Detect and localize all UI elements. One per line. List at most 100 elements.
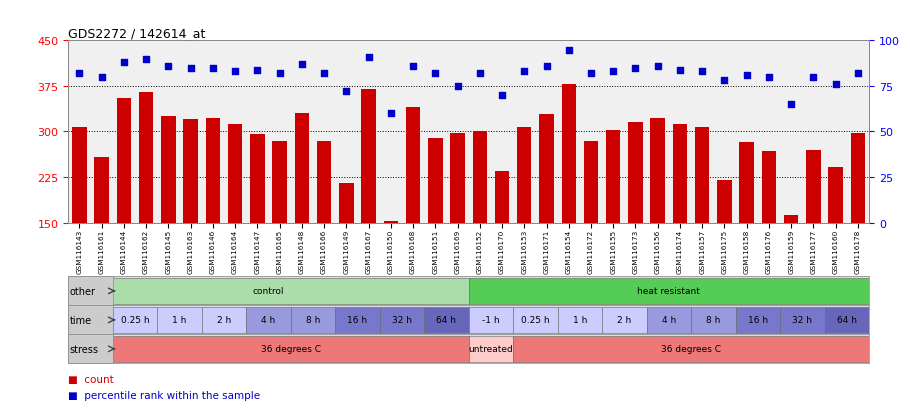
Bar — [290, 307, 335, 333]
Text: 8 h: 8 h — [706, 316, 721, 325]
Bar — [540, 115, 553, 223]
Text: 0.25 h: 0.25 h — [521, 316, 550, 325]
Point — [406, 64, 420, 70]
Bar — [762, 152, 776, 223]
Point — [606, 69, 621, 76]
Text: other: other — [69, 286, 96, 296]
Text: stress: stress — [69, 344, 98, 354]
Bar — [695, 128, 710, 223]
Bar — [379, 307, 424, 333]
Bar — [116, 99, 131, 223]
Text: ■  percentile rank within the sample: ■ percentile rank within the sample — [68, 390, 260, 400]
Point — [740, 73, 754, 79]
Bar — [450, 133, 465, 223]
Bar — [206, 118, 220, 223]
Text: 0.25 h: 0.25 h — [121, 316, 149, 325]
Bar — [72, 128, 86, 223]
Bar — [469, 278, 869, 304]
Bar — [361, 90, 376, 223]
Point — [828, 82, 843, 88]
Bar — [384, 221, 398, 223]
Bar — [606, 131, 621, 223]
Bar — [717, 180, 732, 223]
Text: 2 h: 2 h — [217, 316, 231, 325]
Bar — [68, 336, 113, 362]
Point — [695, 69, 710, 76]
Point — [72, 71, 86, 77]
Bar — [295, 114, 309, 223]
Point — [317, 71, 331, 77]
Bar — [139, 93, 153, 223]
Bar — [602, 307, 647, 333]
Point — [183, 65, 197, 72]
Bar — [250, 135, 265, 223]
Bar — [469, 307, 513, 333]
Bar — [851, 134, 865, 223]
Bar — [780, 307, 824, 333]
Bar — [68, 307, 113, 333]
Point — [583, 71, 598, 77]
Text: 16 h: 16 h — [348, 316, 368, 325]
Bar — [828, 167, 843, 223]
Bar — [647, 307, 691, 333]
Point — [228, 69, 242, 76]
Bar — [558, 307, 602, 333]
Bar — [272, 141, 287, 223]
Text: 8 h: 8 h — [306, 316, 320, 325]
Bar — [513, 336, 869, 362]
Point — [206, 65, 220, 72]
Bar — [202, 307, 247, 333]
Bar — [161, 117, 176, 223]
Text: 2 h: 2 h — [617, 316, 632, 325]
Point — [339, 89, 354, 95]
Point — [95, 74, 109, 81]
Bar — [406, 108, 420, 223]
Text: time: time — [69, 315, 92, 325]
Point — [250, 67, 265, 74]
Text: 4 h: 4 h — [261, 316, 276, 325]
Point — [361, 55, 376, 61]
Point — [495, 93, 510, 99]
Bar — [561, 85, 576, 223]
Bar — [68, 306, 113, 335]
Bar — [691, 307, 735, 333]
Bar — [95, 158, 109, 223]
Point — [116, 60, 131, 66]
Bar — [740, 142, 753, 223]
Point — [428, 71, 442, 77]
Point — [161, 64, 176, 70]
Bar — [113, 336, 469, 362]
Bar — [784, 216, 798, 223]
Text: 16 h: 16 h — [748, 316, 768, 325]
Bar — [247, 307, 290, 333]
Point — [762, 74, 776, 81]
Bar — [335, 307, 379, 333]
Text: untreated: untreated — [68, 344, 113, 354]
Bar — [672, 125, 687, 223]
Bar — [424, 307, 469, 333]
Point — [139, 56, 154, 63]
Bar — [513, 307, 558, 333]
Point — [806, 74, 821, 81]
Point — [540, 64, 554, 70]
Bar — [584, 141, 598, 223]
Bar — [472, 132, 487, 223]
Point — [784, 102, 798, 108]
Bar — [824, 307, 869, 333]
Text: 64 h: 64 h — [837, 316, 857, 325]
Bar — [68, 278, 469, 304]
Bar — [339, 184, 353, 223]
Text: 36 degrees C: 36 degrees C — [260, 344, 320, 354]
Bar — [184, 120, 197, 223]
Point — [272, 71, 287, 77]
Point — [561, 47, 576, 54]
Bar — [651, 119, 665, 223]
Bar — [428, 138, 442, 223]
Bar — [68, 335, 113, 363]
Point — [851, 71, 865, 77]
Bar — [68, 277, 113, 306]
Text: 1 h: 1 h — [172, 316, 187, 325]
Bar — [517, 127, 531, 223]
Text: 32 h: 32 h — [793, 316, 813, 325]
Point — [628, 65, 642, 72]
